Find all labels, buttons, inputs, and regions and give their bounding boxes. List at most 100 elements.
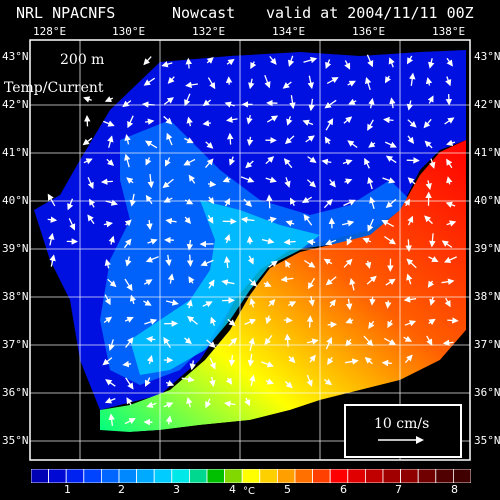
lon-label: 130°E <box>112 25 146 38</box>
current-vector-arrow <box>205 141 214 149</box>
map-frame <box>29 39 471 461</box>
current-vector-arrow <box>248 78 255 90</box>
current-vector-arrow <box>67 198 74 211</box>
current-vector-arrow <box>346 236 353 246</box>
current-vector-arrow <box>123 238 132 249</box>
current-vector-arrow <box>265 378 274 385</box>
current-vector-arrow <box>189 360 196 371</box>
current-vector-arrow <box>303 56 318 64</box>
current-vector-arrow <box>102 357 113 366</box>
current-vector-arrow <box>347 80 356 87</box>
current-vector-arrow <box>264 335 273 346</box>
current-vector-arrow <box>202 99 212 107</box>
current-vector-arrow <box>381 359 392 367</box>
current-vector-arrow <box>124 134 131 145</box>
current-vector-arrow <box>68 218 76 231</box>
colorbar-swatch <box>400 469 419 483</box>
current-vector-arrow <box>227 318 236 327</box>
current-vector-arrow <box>308 98 315 112</box>
current-vector-arrow <box>366 275 377 285</box>
current-vector-arrow <box>307 277 316 290</box>
current-vector-arrow <box>344 178 353 185</box>
current-vector-arrow <box>265 176 277 183</box>
current-vector-arrow <box>268 298 276 307</box>
depth-label: 200 m <box>60 52 105 68</box>
current-vector-arrow <box>205 398 212 409</box>
current-vector-arrow <box>165 217 177 225</box>
current-vector-arrow <box>345 339 352 347</box>
lat-label-right: 42°N <box>474 98 500 111</box>
current-vector-arrow <box>445 201 456 208</box>
current-vector-arrow <box>268 260 278 268</box>
current-vector-arrow <box>103 316 113 324</box>
colorbar-swatch <box>171 469 190 483</box>
current-vector-arrow <box>307 75 314 90</box>
current-vector-arrow <box>264 74 271 89</box>
current-vector-arrow <box>186 116 193 127</box>
current-vector-arrow <box>162 178 174 189</box>
current-vector-arrow <box>47 216 58 223</box>
current-vector-arrow <box>127 115 134 129</box>
colorbar-swatch <box>364 469 384 483</box>
lat-label-right: 40°N <box>474 194 500 207</box>
current-vector-arrow <box>246 136 254 147</box>
current-vector-arrow <box>108 235 115 245</box>
current-vector-arrow <box>108 339 115 351</box>
current-vector-arrow <box>104 258 111 269</box>
current-vector-arrow <box>202 120 211 127</box>
current-vector-arrow <box>167 76 175 84</box>
current-vector-arrow <box>426 335 433 346</box>
current-vector-arrow <box>323 198 333 209</box>
current-vector-arrow <box>404 320 417 327</box>
current-vector-arrow <box>209 376 216 387</box>
current-vector-arrow <box>284 135 295 145</box>
colorbar-swatch <box>31 469 50 483</box>
current-vector-arrow <box>240 176 255 183</box>
colorbar-swatch <box>188 469 208 483</box>
current-vector-arrow <box>369 296 376 306</box>
current-vector-arrow <box>403 296 417 303</box>
current-vector-arrow <box>87 214 95 225</box>
colorbar-tick: 3 <box>173 483 180 496</box>
current-vector-arrow <box>145 194 153 205</box>
lat-label-left: 43°N <box>2 50 29 63</box>
current-vector-arrow <box>122 100 132 108</box>
current-vector-arrow <box>104 96 114 103</box>
current-vector-arrow <box>389 97 396 109</box>
current-vector-arrow <box>428 256 439 262</box>
colorbar-tick: 5 <box>284 483 291 496</box>
current-vector-arrow <box>326 77 339 84</box>
current-vector-arrow <box>165 299 179 306</box>
current-vector-arrow <box>269 55 277 65</box>
current-vector-arrow <box>223 256 231 268</box>
colorbar-tick: 4 <box>229 483 236 496</box>
current-vector-arrow <box>324 99 337 109</box>
current-vector-arrow <box>347 140 358 149</box>
current-vector-arrow <box>83 96 92 103</box>
current-vector-arrow <box>387 319 394 329</box>
current-vector-arrow <box>250 61 257 70</box>
lat-label-left: 35°N <box>2 434 29 447</box>
lat-label-left: 38°N <box>2 290 29 303</box>
current-vector-arrow <box>100 178 113 185</box>
current-vector-arrow <box>161 61 173 68</box>
current-vector-arrow <box>344 358 359 365</box>
current-vector-arrow <box>145 377 151 387</box>
current-vector-arrow <box>124 153 131 168</box>
current-vector-arrow <box>224 197 231 207</box>
current-vector-arrow <box>104 397 116 404</box>
current-vector-arrow <box>446 57 453 67</box>
current-vector-arrow <box>444 117 455 125</box>
current-vector-arrow <box>185 81 198 89</box>
current-vector-arrow <box>145 118 155 125</box>
current-vector-arrow <box>261 361 274 368</box>
current-vector-arrow <box>425 180 432 190</box>
colorbar-swatch <box>83 469 102 483</box>
current-vector-arrow <box>48 232 55 246</box>
current-vector-arrow <box>125 256 132 267</box>
current-vector-arrow <box>221 279 235 286</box>
vector-scale-label: 10 cm/s <box>374 416 430 432</box>
current-vector-arrow <box>324 136 332 145</box>
current-vector-arrow <box>143 77 156 86</box>
current-vector-arrow <box>306 374 313 387</box>
